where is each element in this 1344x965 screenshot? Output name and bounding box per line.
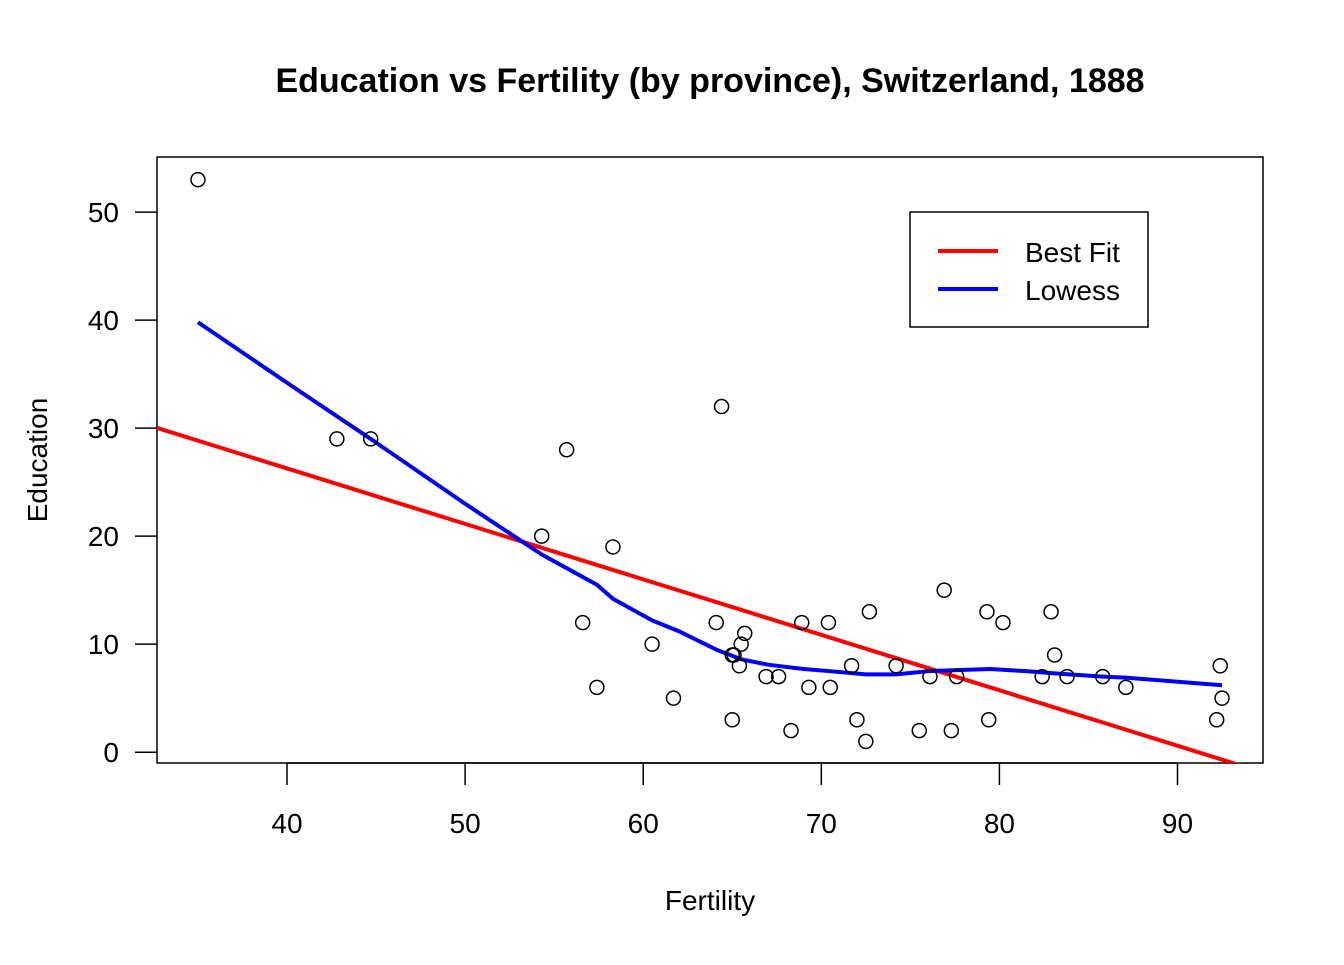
x-tick-label: 60 [628, 808, 659, 839]
data-point [1118, 679, 1134, 696]
data-point [922, 668, 938, 685]
data-point [644, 636, 660, 652]
data-point [861, 604, 878, 620]
data-point [589, 679, 605, 696]
x-tick-label: 70 [806, 808, 837, 839]
data-point [1046, 647, 1063, 663]
data-point [190, 171, 206, 188]
data-point [822, 679, 838, 696]
data-point [843, 658, 860, 674]
data-point [362, 431, 379, 447]
data-point [1212, 658, 1229, 674]
data-point [605, 539, 621, 555]
y-tick-label: 30 [88, 413, 119, 444]
data-point [731, 658, 748, 674]
legend-box [909, 211, 1149, 328]
lowess-line [196, 320, 1223, 688]
data-point [948, 668, 965, 685]
data-point [1094, 668, 1111, 685]
data-point [329, 431, 345, 447]
data-point [758, 668, 774, 685]
data-point [574, 614, 591, 631]
data-point [558, 441, 575, 458]
legend-label-lowess: Lowess [1025, 275, 1120, 306]
x-tick-label: 90 [1162, 808, 1193, 839]
x-tick-label: 80 [984, 808, 1015, 839]
data-point [713, 398, 730, 415]
data-point [943, 722, 960, 739]
data-point [979, 604, 995, 620]
data-point [801, 679, 817, 696]
data-point [888, 658, 904, 674]
y-axis: 0 10 20 30 40 50 [88, 197, 157, 768]
y-tick-label: 0 [103, 737, 119, 768]
data-point [736, 625, 753, 642]
data-point [1214, 690, 1230, 706]
data-point [820, 614, 837, 631]
data-point [911, 722, 928, 739]
data-point [980, 712, 997, 728]
data-point [708, 614, 724, 631]
data-points [190, 171, 1230, 750]
data-point [849, 712, 865, 728]
best-fit-line [157, 425, 1240, 763]
data-point [724, 712, 741, 728]
data-point [936, 582, 952, 598]
data-point [665, 690, 682, 706]
x-tick-label: 40 [271, 808, 302, 839]
y-tick-label: 20 [88, 521, 119, 552]
series-lines [157, 320, 1240, 763]
data-point [1208, 712, 1225, 728]
data-point [793, 614, 810, 631]
y-tick-label: 10 [88, 629, 119, 660]
y-tick-label: 40 [88, 305, 119, 336]
data-point [1043, 604, 1059, 620]
data-point [1034, 668, 1050, 685]
data-point [770, 668, 787, 685]
data-point [995, 614, 1011, 631]
data-point [858, 733, 874, 750]
x-tick-label: 50 [450, 808, 481, 839]
legend-label-best-fit: Best Fit [1025, 237, 1120, 268]
data-point [533, 528, 550, 544]
x-axis-label: Fertility [665, 885, 755, 916]
data-point [724, 647, 741, 663]
y-tick-label: 50 [88, 197, 119, 228]
data-point [783, 722, 799, 739]
data-point [733, 636, 749, 652]
y-axis-label: Education [22, 398, 53, 523]
chart-title: Education vs Fertility (by province), Sw… [275, 62, 1144, 100]
data-point [1059, 668, 1075, 685]
legend: Best Fit Lowess [909, 211, 1149, 328]
x-axis: 40 50 60 70 80 90 [271, 762, 1193, 839]
